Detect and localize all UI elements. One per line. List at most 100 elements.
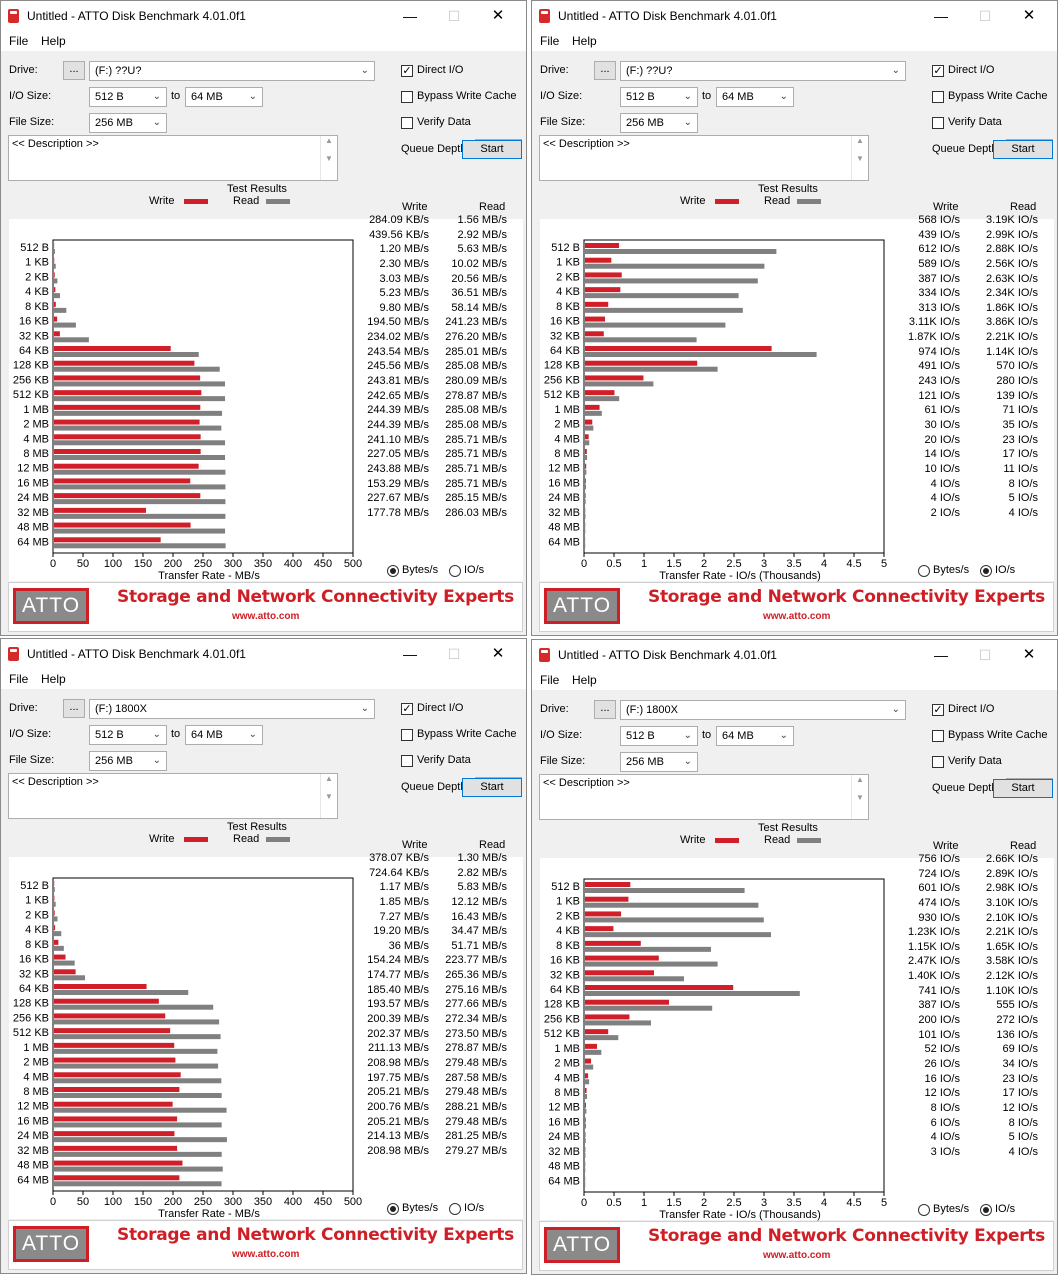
description-textarea[interactable]: << Description >> ▲ ▼ xyxy=(539,774,869,820)
bypass-write-cache-checkbox[interactable] xyxy=(401,729,413,741)
direct-io-checkbox[interactable]: ✓ xyxy=(401,703,413,715)
read-values-column: 1.56 MB/s 2.92 MB/s 5.63 MB/s 10.02 MB/s 20.… xyxy=(431,213,507,520)
description-scrollbar[interactable]: ▲ ▼ xyxy=(320,136,337,180)
io-size-from-select[interactable]: 512 B ⌄ xyxy=(620,726,698,746)
description-textarea[interactable]: << Description >> ▲ ▼ xyxy=(8,135,338,181)
io-size-to-select[interactable]: 64 MB ⌄ xyxy=(716,726,794,746)
io-per-sec-radio[interactable] xyxy=(980,565,992,577)
io-size-from-select[interactable]: 512 B ⌄ xyxy=(89,87,167,107)
description-textarea[interactable]: << Description >> ▲ ▼ xyxy=(8,773,338,819)
bypass-write-cache-checkbox[interactable] xyxy=(932,730,944,742)
bytes-per-sec-radio[interactable] xyxy=(918,1204,930,1216)
title-bar[interactable]: Untitled - ATTO Disk Benchmark 4.01.0f1 —… xyxy=(532,640,1057,670)
start-button[interactable]: Start xyxy=(993,779,1053,798)
minimize-icon[interactable]: — xyxy=(934,647,948,663)
write-bar xyxy=(54,419,200,425)
io-size-to-select[interactable]: 64 MB ⌄ xyxy=(716,87,794,107)
bypass-write-cache-checkbox[interactable] xyxy=(401,91,413,103)
file-size-select[interactable]: 256 MB ⌄ xyxy=(620,752,698,772)
close-icon[interactable]: ✕ xyxy=(491,7,505,24)
io-per-sec-label: IO/s xyxy=(464,564,485,576)
bytes-per-sec-radio[interactable] xyxy=(387,565,399,577)
direct-io-checkbox[interactable]: ✓ xyxy=(401,65,413,77)
io-size-to-select[interactable]: 64 MB ⌄ xyxy=(185,725,263,745)
io-size-from-select[interactable]: 512 B ⌄ xyxy=(89,725,167,745)
browse-button[interactable]: ... xyxy=(594,700,616,719)
menu-file[interactable]: File xyxy=(9,672,29,686)
drive-select[interactable]: (F:) 1800X ⌄ xyxy=(89,699,375,719)
y-tick-label: 16 MB xyxy=(548,477,580,489)
write-value: 2 IO/s xyxy=(930,506,960,519)
title-bar[interactable]: Untitled - ATTO Disk Benchmark 4.01.0f1 —… xyxy=(532,1,1057,31)
banner-url[interactable]: www.atto.com xyxy=(232,1249,300,1260)
menu-help[interactable]: Help xyxy=(572,34,597,48)
read-value: 4 IO/s xyxy=(1008,1145,1038,1158)
close-icon[interactable]: ✕ xyxy=(1022,7,1036,24)
direct-io-checkbox[interactable]: ✓ xyxy=(932,704,944,716)
banner-url[interactable]: www.atto.com xyxy=(763,1250,831,1261)
atto-banner[interactable]: ATTO Storage and Network Connectivity Exp… xyxy=(8,582,523,632)
close-icon[interactable]: ✕ xyxy=(1022,646,1036,663)
menu-help[interactable]: Help xyxy=(41,672,66,686)
write-bar xyxy=(54,925,56,931)
y-tick-label: 1 KB xyxy=(556,896,580,908)
minimize-icon[interactable]: — xyxy=(934,8,948,24)
start-button[interactable]: Start xyxy=(993,140,1053,159)
description-scrollbar[interactable]: ▲ ▼ xyxy=(851,775,868,819)
write-bar xyxy=(585,1102,586,1108)
browse-button[interactable]: ... xyxy=(63,699,85,718)
maximize-icon[interactable]: ☐ xyxy=(447,8,461,24)
verify-data-checkbox[interactable] xyxy=(932,756,944,768)
bytes-per-sec-radio[interactable] xyxy=(918,565,930,577)
description-scrollbar[interactable]: ▲ ▼ xyxy=(320,774,337,818)
read-value: 2.34K IO/s xyxy=(986,287,1038,300)
banner-url[interactable]: www.atto.com xyxy=(763,611,831,622)
browse-button[interactable]: ... xyxy=(594,61,616,80)
maximize-icon[interactable]: ☐ xyxy=(447,646,461,662)
io-per-sec-radio[interactable] xyxy=(449,565,461,577)
banner-url[interactable]: www.atto.com xyxy=(232,611,300,622)
menu-file[interactable]: File xyxy=(540,34,560,48)
io-per-sec-radio[interactable] xyxy=(449,1203,461,1215)
drive-select[interactable]: (F:) ??U? ⌄ xyxy=(89,61,375,81)
menu-file[interactable]: File xyxy=(9,34,29,48)
verify-data-checkbox[interactable] xyxy=(401,117,413,129)
io-size-to-select[interactable]: 64 MB ⌄ xyxy=(185,87,263,107)
write-values-column: 378.07 KB/s 724.64 KB/s 1.17 MB/s 1.85 MB/s… xyxy=(351,851,429,1158)
bypass-write-cache-checkbox[interactable] xyxy=(932,91,944,103)
drive-select[interactable]: (F:) 1800X ⌄ xyxy=(620,700,906,720)
atto-banner[interactable]: ATTO Storage and Network Connectivity Exp… xyxy=(8,1220,523,1270)
verify-data-checkbox[interactable] xyxy=(401,755,413,767)
bytes-per-sec-radio[interactable] xyxy=(387,1203,399,1215)
start-button[interactable]: Start xyxy=(462,778,522,797)
file-size-select[interactable]: 256 MB ⌄ xyxy=(620,113,698,133)
start-button[interactable]: Start xyxy=(462,140,522,159)
maximize-icon[interactable]: ☐ xyxy=(978,8,992,24)
file-size-select[interactable]: 256 MB ⌄ xyxy=(89,113,167,133)
minimize-icon[interactable]: — xyxy=(403,8,417,24)
title-bar[interactable]: Untitled - ATTO Disk Benchmark 4.01.0f1 —… xyxy=(1,639,526,669)
file-size-select[interactable]: 256 MB ⌄ xyxy=(89,751,167,771)
description-textarea[interactable]: << Description >> ▲ ▼ xyxy=(539,135,869,181)
title-bar[interactable]: Untitled - ATTO Disk Benchmark 4.01.0f1 —… xyxy=(1,1,526,31)
description-scrollbar[interactable]: ▲ ▼ xyxy=(851,136,868,180)
read-bar xyxy=(585,902,759,908)
io-size-from-select[interactable]: 512 B ⌄ xyxy=(620,87,698,107)
close-icon[interactable]: ✕ xyxy=(491,645,505,662)
verify-data-checkbox[interactable] xyxy=(932,117,944,129)
drive-select[interactable]: (F:) ??U? ⌄ xyxy=(620,61,906,81)
minimize-icon[interactable]: — xyxy=(403,646,417,662)
atto-banner[interactable]: ATTO Storage and Network Connectivity Exp… xyxy=(539,1221,1054,1271)
read-values-column: 3.19K IO/s 2.99K IO/s 2.88K IO/s 2.56K IO/s… xyxy=(962,213,1038,520)
write-bar xyxy=(54,478,191,484)
direct-io-checkbox[interactable]: ✓ xyxy=(932,65,944,77)
atto-banner[interactable]: ATTO Storage and Network Connectivity Exp… xyxy=(539,582,1054,632)
menu-file[interactable]: File xyxy=(540,673,560,687)
io-size-to-select-value: 64 MB xyxy=(722,730,754,742)
menu-help[interactable]: Help xyxy=(41,34,66,48)
browse-button[interactable]: ... xyxy=(63,61,85,80)
io-per-sec-radio[interactable] xyxy=(980,1204,992,1216)
maximize-icon[interactable]: ☐ xyxy=(978,647,992,663)
menu-help[interactable]: Help xyxy=(572,673,597,687)
y-tick-label: 512 B xyxy=(20,242,49,254)
